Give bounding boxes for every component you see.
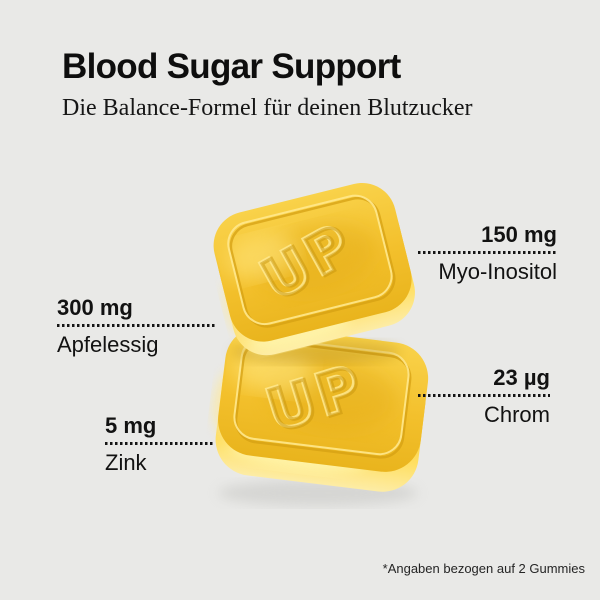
footnote: *Angaben bezogen auf 2 Gummies bbox=[382, 561, 585, 576]
gummy-bottom: UP UP bbox=[213, 326, 429, 492]
dotted-leader-line bbox=[418, 394, 550, 397]
callout-zink: 5 mg Zink bbox=[105, 413, 215, 475]
callout-myo-inositol: 150 mg Myo-Inositol bbox=[418, 222, 557, 284]
nutrient-name: Zink bbox=[105, 450, 147, 475]
nutrient-name: Chrom bbox=[483, 402, 550, 427]
amount-label: 300 mg bbox=[57, 295, 133, 320]
dotted-leader-line bbox=[57, 324, 215, 327]
gummy-top: UP UP bbox=[213, 182, 415, 356]
amount-label: 23 µg bbox=[493, 365, 550, 390]
amount-label: 5 mg bbox=[105, 413, 157, 438]
amount-label: 150 mg bbox=[481, 222, 557, 247]
dotted-leader-line bbox=[418, 251, 557, 254]
dotted-leader-line bbox=[105, 442, 215, 445]
page-title: Blood Sugar Support bbox=[62, 47, 401, 86]
callout-chrom: 23 µg Chrom bbox=[418, 365, 550, 427]
nutrient-name: Myo-Inositol bbox=[438, 259, 557, 284]
nutrient-name: Apfelessig bbox=[57, 332, 159, 357]
callout-apfelessig: 300 mg Apfelessig bbox=[57, 295, 215, 357]
page-subtitle: Die Balance-Formel für deinen Blutzucker bbox=[62, 95, 473, 121]
